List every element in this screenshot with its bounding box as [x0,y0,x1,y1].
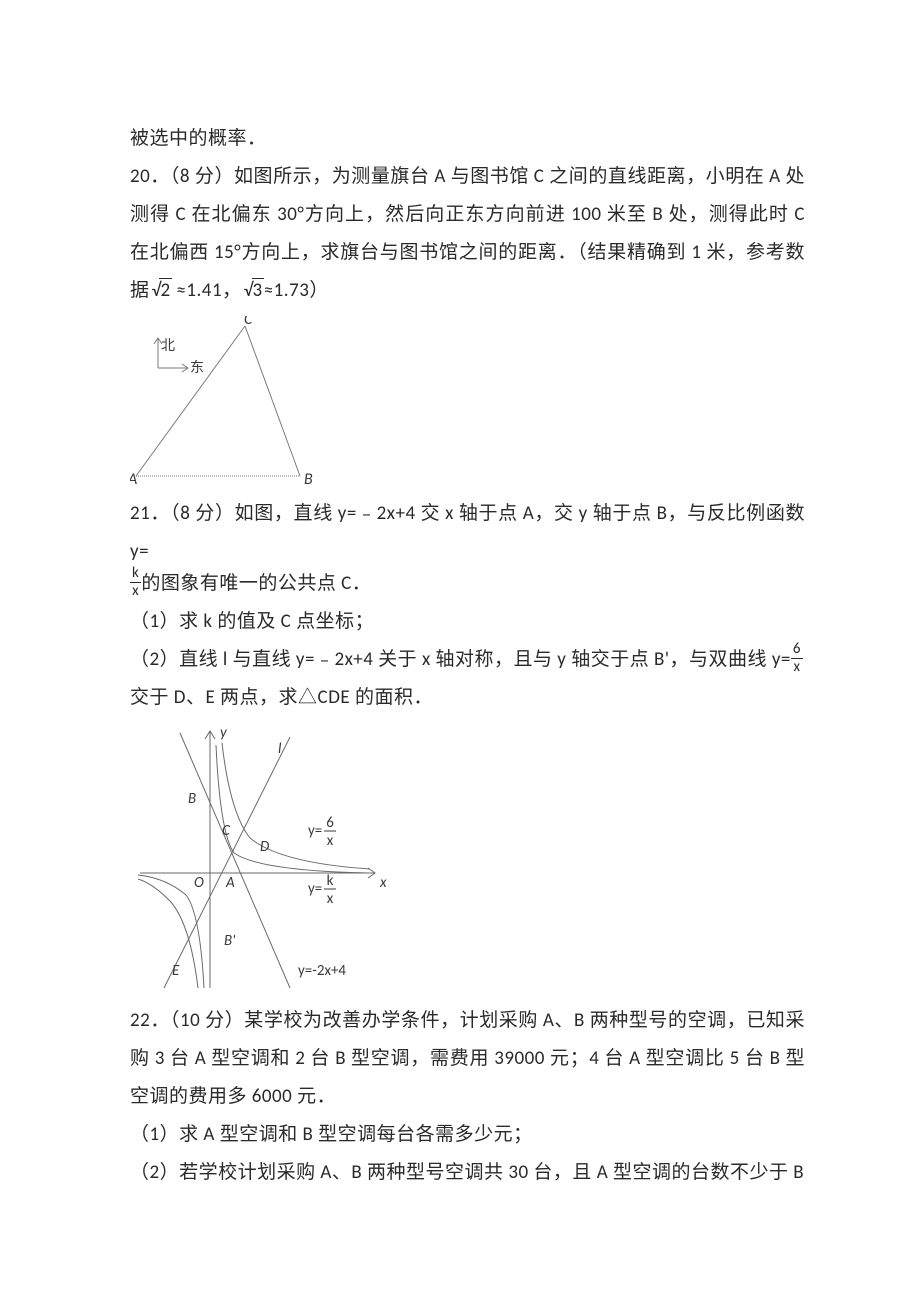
origin-O: O [194,874,204,892]
point-D: D [260,838,269,856]
point-C: C [222,822,231,840]
problem-21-heading-2: kx的图象有唯一的公共点 C． [130,565,805,603]
fraction-k-over-x: kx [130,566,141,599]
line-l-label: l [278,740,282,758]
problem-22-sub1: （1）求 A 型空调和 B 型空调每台各需多少元； [130,1116,805,1154]
sqrt-3: 3 [242,272,264,310]
problem-21-heading-a: 21．（8 分）如图，直线 y=﹣2x+4 交 x 轴于点 A，交 y 轴于点 … [130,502,805,563]
problem-22-heading: 22．（10 分）某学校为改善办学条件，计划采购 A、B 两种型号的空调，已知采… [130,1002,805,1116]
vertex-C: C [244,316,253,329]
problem-21-heading-b: 的图象有唯一的公共点 C． [141,572,371,595]
svg-text:y=: y= [308,880,322,898]
fraction-6-over-x: 6x [791,642,803,675]
problem-21-sub2b: 交于 D、E 两点，求△CDE 的面积． [130,679,805,717]
graph-sketch: y x l B C D O A B' E y=-2x+4 y= 6 x y [130,723,390,993]
problem-20-text: 20．（8 分）如图所示，为测量旗台 A 与图书馆 C 之间的直线距离，小明在 … [130,158,805,310]
axis-x-label: x [379,874,387,892]
prev-page-fragment: 被选中的概率． [130,120,805,158]
problem-20-figure: 北 东 A B C [130,316,805,491]
vertex-B: B [304,470,313,486]
problem-21-sub2a: （2）直线 l 与直线 y=﹣2x+4 关于 x 轴对称，且与 y 轴交于点 B… [130,648,791,671]
problem-22-sub2: （2）若学校计划采购 A、B 两种型号空调共 30 台，且 A 型空调的台数不少… [130,1154,805,1192]
point-A: A [225,874,235,892]
problem-21-heading: 21．（8 分）如图，直线 y=﹣2x+4 交 x 轴于点 A，交 y 轴于点 … [130,495,805,571]
problem-21-figure: y x l B C D O A B' E y=-2x+4 y= 6 x y [130,723,805,998]
point-B-prime: B' [224,932,236,950]
vertex-A: A [130,470,137,486]
triangle-diagram: 北 东 A B C [130,316,320,486]
page: 被选中的概率． 20．（8 分）如图所示，为测量旗台 A 与图书馆 C 之间的直… [0,0,920,1302]
eq-line: y=-2x+4 [298,962,346,980]
problem-21-sub2: （2）直线 l 与直线 y=﹣2x+4 关于 x 轴对称，且与 y 轴交于点 B… [130,641,805,679]
svg-text:6: 6 [326,814,334,832]
axis-y-label: y [220,724,228,742]
point-E: E [172,962,180,980]
approx-2: ≈1.73） [264,279,329,302]
eq-hyperbola-kx: y= k x [308,872,336,908]
eq-hyperbola-6x: y= 6 x [308,814,336,850]
point-B: B [188,790,196,808]
approx-1: ≈1.41， [176,279,241,302]
problem-21-sub1: （1）求 k 的值及 C 点坐标； [130,603,805,641]
svg-text:k: k [327,872,334,890]
svg-text:y=: y= [308,822,322,840]
compass-north-label: 北 [161,337,175,354]
svg-text:x: x [327,832,334,850]
compass-east-label: 东 [190,359,204,376]
sqrt-2: 2 [150,272,172,310]
svg-text:x: x [327,890,334,908]
